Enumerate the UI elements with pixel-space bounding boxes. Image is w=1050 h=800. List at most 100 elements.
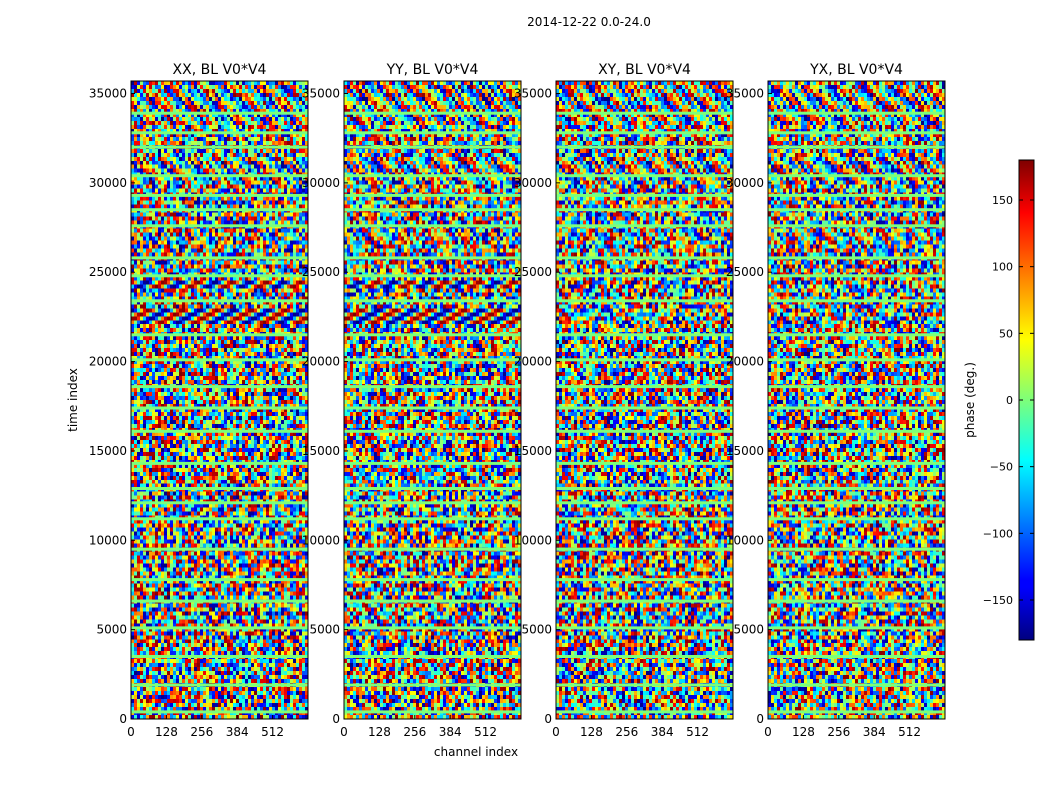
y-axis-label: time index — [66, 368, 80, 432]
y-tick-label: 35000 — [89, 87, 127, 101]
y-tick-label: 10000 — [89, 533, 127, 547]
flagged-row — [344, 517, 521, 521]
flagged-row — [131, 174, 308, 178]
flagged-row — [344, 145, 521, 149]
flagged-row — [768, 333, 945, 337]
x-tick-label: 384 — [226, 725, 249, 739]
y-tick-label: 25000 — [89, 265, 127, 279]
flagged-row — [768, 461, 945, 465]
flagged-row — [768, 655, 945, 658]
y-tick-label: 20000 — [726, 355, 764, 369]
phase-image — [768, 81, 945, 719]
panel-frame — [767, 80, 946, 720]
x-tick-label: 0 — [764, 725, 772, 739]
flagged-row — [768, 385, 945, 389]
colorbar-tick-label: −50 — [990, 461, 1013, 474]
flagged-row — [556, 274, 733, 278]
y-tick-label: 20000 — [302, 355, 340, 369]
flagged-row — [344, 208, 521, 212]
flagged-row — [344, 406, 521, 410]
y-tick-label: 5000 — [96, 623, 127, 637]
x-tick-label: 0 — [127, 725, 135, 739]
flagged-row — [768, 224, 945, 228]
flagged-row — [768, 626, 945, 630]
x-tick-label: 128 — [155, 725, 178, 739]
y-tick-label: 15000 — [89, 444, 127, 458]
y-tick-label: 30000 — [514, 176, 552, 190]
flagged-row — [768, 111, 945, 115]
y-tick-label: 30000 — [89, 176, 127, 190]
flagged-row — [556, 145, 733, 149]
x-tick-label: 512 — [898, 725, 921, 739]
flagged-row — [344, 599, 521, 603]
colorbar-tick-label: −100 — [983, 527, 1013, 540]
flagged-row — [131, 710, 308, 714]
flagged-row — [556, 333, 733, 337]
x-tick-label: 256 — [190, 725, 213, 739]
flagged-row — [556, 193, 733, 197]
x-tick-label: 256 — [403, 725, 426, 739]
flagged-row — [131, 131, 308, 135]
panel-2: YY, BL V0*V4 0 128 256 384 512 0 5000 10000 15000… — [302, 62, 522, 739]
x-tick-label: 128 — [368, 725, 391, 739]
colorbar-tick-label: 0 — [1006, 394, 1013, 407]
panel-1: XX, BL V0*V4 0 128 256 384 512 0 5000 10000 15000… — [89, 62, 309, 739]
y-tick-label: 25000 — [302, 265, 340, 279]
flagged-row — [344, 193, 521, 197]
flagged-row — [344, 461, 521, 465]
flagged-row — [768, 406, 945, 410]
flagged-row — [344, 224, 521, 228]
flagged-row — [131, 599, 308, 603]
colorbar-tick-label: 50 — [999, 327, 1013, 340]
flagged-row — [344, 547, 521, 551]
x-tick-label: 0 — [552, 725, 560, 739]
flagged-row — [556, 131, 733, 135]
flagged-row — [768, 145, 945, 149]
flagged-row — [556, 655, 733, 658]
y-tick-label: 10000 — [302, 533, 340, 547]
flagged-row — [768, 256, 945, 260]
flagged-row — [556, 501, 733, 505]
phase-image — [556, 81, 733, 719]
flagged-row — [556, 626, 733, 630]
flagged-row — [131, 517, 308, 521]
colorbar: −150 −100 −50 0 50 100 150 — [983, 159, 1035, 641]
flagged-row — [556, 578, 733, 582]
y-tick-label: 35000 — [302, 87, 340, 101]
flagged-row — [556, 208, 733, 212]
figure-suptitle: 2014-12-22 0.0-24.0 — [527, 15, 651, 29]
flagged-row — [344, 487, 521, 490]
panel-4: YX, BL V0*V4 0 128 256 384 512 0 5000 10000 15000… — [726, 62, 946, 739]
flagged-row — [556, 683, 733, 687]
flagged-row — [556, 224, 733, 228]
y-tick-label: 10000 — [726, 533, 764, 547]
flagged-row — [131, 385, 308, 389]
panel-title: XY, BL V0*V4 — [598, 62, 691, 78]
panel-title: XX, BL V0*V4 — [173, 62, 267, 78]
panel-frame — [555, 80, 734, 720]
flagged-row — [768, 274, 945, 278]
flagged-row — [556, 111, 733, 115]
y-tick-label: 5000 — [521, 623, 552, 637]
x-tick-label: 0 — [340, 725, 348, 739]
flagged-row — [131, 193, 308, 197]
flagged-row — [131, 547, 308, 551]
flagged-row — [556, 487, 733, 490]
x-tick-label: 384 — [863, 725, 886, 739]
x-axis-label: channel index — [434, 745, 518, 759]
flagged-row — [131, 626, 308, 630]
flagged-row — [768, 547, 945, 551]
flagged-row — [768, 193, 945, 197]
flagged-row — [556, 599, 733, 603]
panel-frame — [343, 80, 522, 720]
y-tick-label: 5000 — [309, 623, 340, 637]
flagged-row — [344, 655, 521, 658]
y-tick-label: 15000 — [514, 444, 552, 458]
flagged-row — [344, 274, 521, 278]
y-tick-label: 0 — [332, 712, 340, 726]
flagged-row — [556, 517, 733, 521]
flagged-row — [768, 358, 945, 362]
y-tick-label: 15000 — [302, 444, 340, 458]
y-tick-label: 25000 — [514, 265, 552, 279]
y-tick-label: 5000 — [733, 623, 764, 637]
